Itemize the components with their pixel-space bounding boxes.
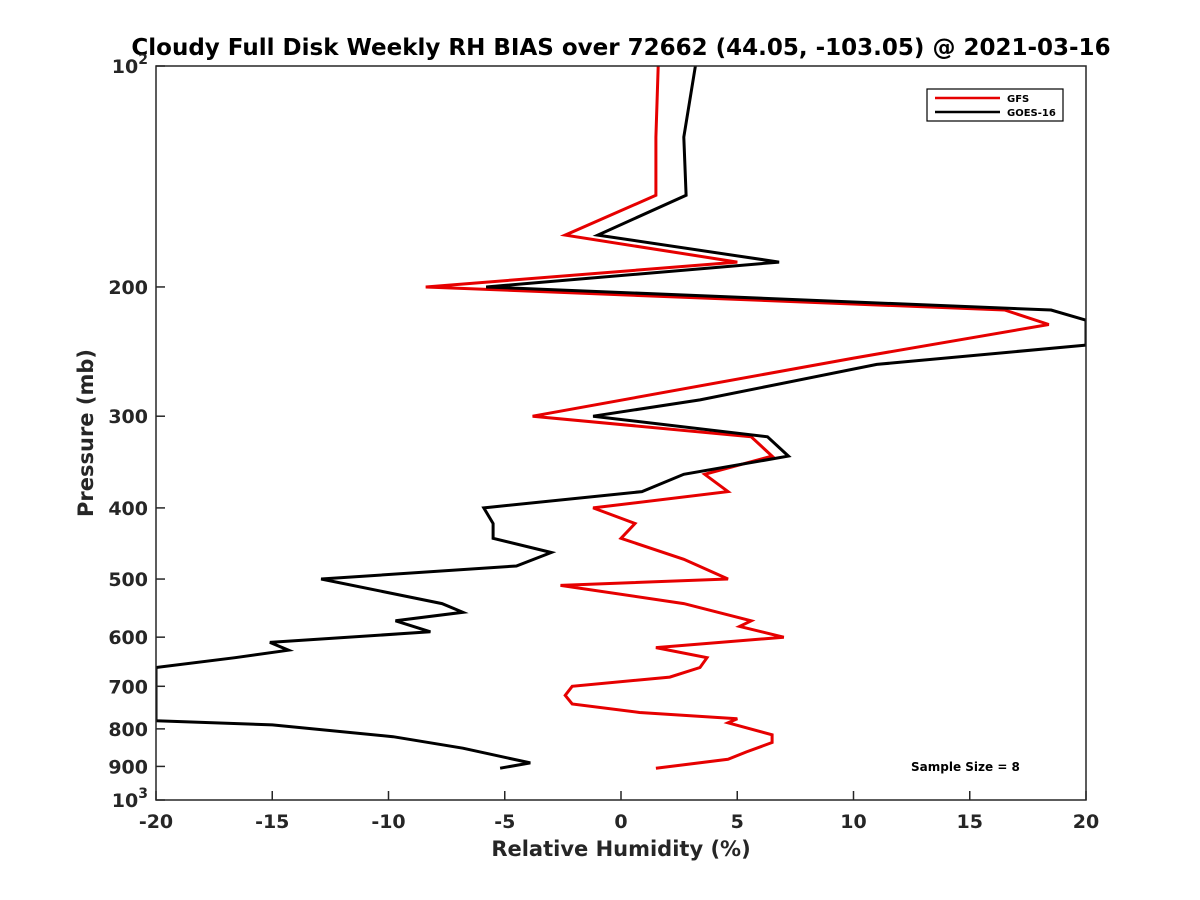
x-tick-label: 20	[1073, 811, 1099, 833]
x-tick-label: -10	[371, 811, 405, 833]
y-tick-label: 700	[108, 676, 148, 698]
series-line-gfs	[425, 66, 1050, 770]
x-tick-label: 15	[957, 811, 983, 833]
y-tick-label: 800	[108, 719, 148, 741]
chart-title: Cloudy Full Disk Weekly RH BIAS over 726…	[131, 35, 1110, 61]
sample-size-annotation: Sample Size = 8	[911, 760, 1020, 774]
x-tick-label: -15	[255, 811, 289, 833]
y-tick-label: 300	[108, 406, 148, 428]
x-tick-label: -20	[139, 811, 173, 833]
legend-label-goes16: GOES-16	[1007, 108, 1056, 119]
y-tick-label: 900	[108, 756, 148, 778]
legend: GFS GOES-16	[926, 88, 1064, 122]
y-tick-label: 200	[108, 277, 148, 299]
y-tick-label: 600	[108, 627, 148, 649]
legend-box	[926, 88, 1064, 122]
x-axis: -20 -15 -10 -5 0 5 10 15 20	[139, 791, 1099, 833]
series-layer	[156, 66, 1086, 770]
y-tick-label: 103	[112, 786, 148, 812]
x-axis-label: Relative Humidity (%)	[491, 837, 750, 861]
series-line-goes16	[156, 66, 1086, 770]
x-tick-label: 5	[731, 811, 744, 833]
legend-label-gfs: GFS	[1007, 94, 1029, 105]
y-tick-label: 400	[108, 498, 148, 520]
y-tick-label: 500	[108, 569, 148, 591]
y-tick-label: 102	[112, 52, 148, 78]
y-axis-label: Pressure (mb)	[74, 349, 98, 517]
y-axis: 102 200 300 400 500 600 700 800 900 103	[108, 52, 165, 812]
x-tick-label: -5	[494, 811, 515, 833]
x-tick-label: 0	[614, 811, 627, 833]
x-tick-label: 10	[840, 811, 866, 833]
